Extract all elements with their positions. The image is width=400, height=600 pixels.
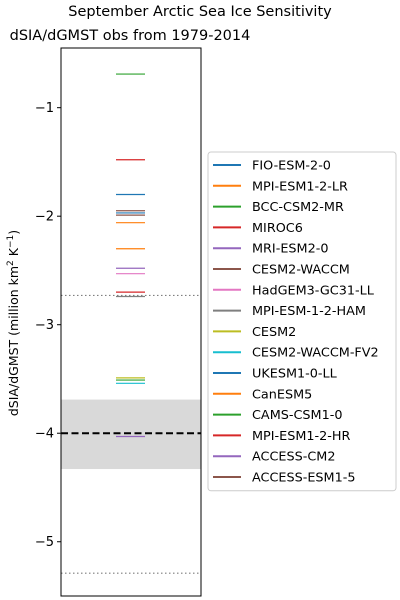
legend-label: CESM2-WACCM (252, 263, 350, 278)
chart-title: September Arctic Sea Ice Sensitivity (68, 4, 332, 20)
legend-label: HadGEM3-GC31-LL (252, 283, 375, 298)
obs-uncertainty-band (61, 399, 201, 470)
y-tick-label: −1 (35, 101, 54, 116)
legend-box (207, 151, 397, 492)
plot-frame (60, 47, 202, 597)
legend-label: MIROC6 (252, 221, 303, 236)
legend-label: MPI-ESM1-2-HR (252, 429, 351, 444)
y-tick-label: −5 (35, 535, 54, 550)
y-tick-label: −4 (35, 427, 54, 442)
legend-label: CESM2 (252, 325, 296, 340)
legend: FIO-ESM-2-0 MPI-ESM1-2-LR BCC-CSM2-MR MIROC… (207, 151, 397, 492)
legend-label: ACCESS-CM2 (252, 450, 335, 465)
legend-label: ACCESS-ESM1-5 (252, 471, 356, 486)
legend-label: CanESM5 (252, 387, 312, 402)
legend-label: BCC-CSM2-MR (252, 200, 344, 215)
legend-label: FIO-ESM-2-0 (252, 159, 331, 174)
y-tick-label: −3 (35, 318, 54, 333)
chart-subtitle: dSIA/dGMST obs from 1979-2014 (10, 28, 251, 44)
legend-label: MPI-ESM-1-2-HAM (252, 304, 366, 319)
legend-label: UKESM1-0-LL (252, 367, 338, 382)
legend-label: MPI-ESM1-2-LR (252, 179, 348, 194)
y-tick-label: −2 (35, 210, 54, 225)
legend-label: CESM2-WACCM-FV2 (252, 346, 379, 361)
y-axis-label: dSIA/dGMST (million km2 K−1) (6, 230, 21, 416)
legend-label: MRI-ESM2-0 (252, 242, 328, 257)
plot-area: −1 −2 −3 −4 −5 (35, 47, 202, 597)
legend-label: CAMS-CSM1-0 (252, 408, 342, 423)
